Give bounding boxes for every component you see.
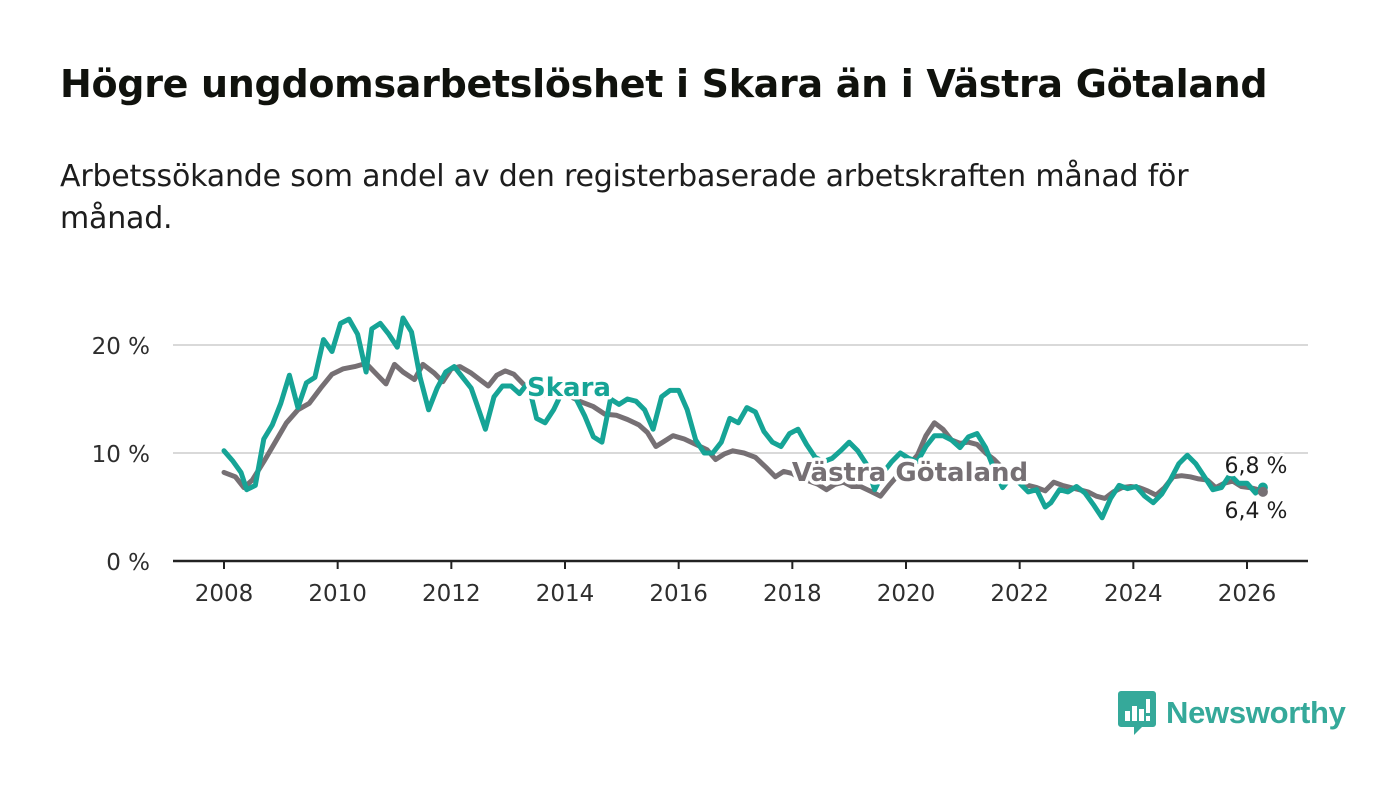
y-tick-label: 0 % (106, 550, 150, 576)
line-skara (221, 315, 1266, 521)
x-tick-label: 2016 (649, 581, 708, 607)
y-tick-label: 20 % (92, 334, 150, 360)
newsworthy-logo-icon (1118, 691, 1156, 735)
end-label-vastra-gotaland: 6,4 % (1225, 499, 1288, 524)
x-tick-label: 2024 (1104, 581, 1163, 607)
y-tick-label: 10 % (92, 442, 150, 468)
chart-subtitle: Arbetssökande som andel av den registerb… (60, 159, 1189, 236)
x-tick-label: 2012 (422, 581, 481, 607)
gridlines: 0 % 10 % 20 % (92, 334, 1308, 576)
chart-title: Högre ungdomsarbetslöshet i Skara än i V… (60, 62, 1268, 106)
series-lines (221, 315, 1266, 521)
brand-name: Newsworthy (1166, 695, 1346, 730)
series-label-skara: Skara (527, 373, 611, 403)
x-tick-label: 2020 (877, 581, 936, 607)
x-tick-label: 2018 (763, 581, 822, 607)
series-label-vastra-gotaland: Västra Götaland (792, 458, 1028, 488)
series-labels: Skara Västra Götaland 6,8 % 6,4 % (524, 370, 1291, 528)
end-label-skara: 6,8 % (1225, 454, 1288, 479)
x-tick-label: 2008 (195, 581, 254, 607)
newsworthy-logo: Newsworthy (1118, 691, 1346, 735)
x-axis: 2008 2010 2012 2014 2016 2018 2020 2022 2024 2026 (173, 559, 1308, 607)
x-tick-label: 2026 (1218, 581, 1277, 607)
x-tick-label: 2010 (308, 581, 367, 607)
x-tick-label: 2014 (536, 581, 595, 607)
x-tick-label: 2022 (990, 581, 1049, 607)
line-vastra-gotaland (221, 360, 1266, 501)
end-marker-vastra-gotaland (1257, 486, 1268, 497)
